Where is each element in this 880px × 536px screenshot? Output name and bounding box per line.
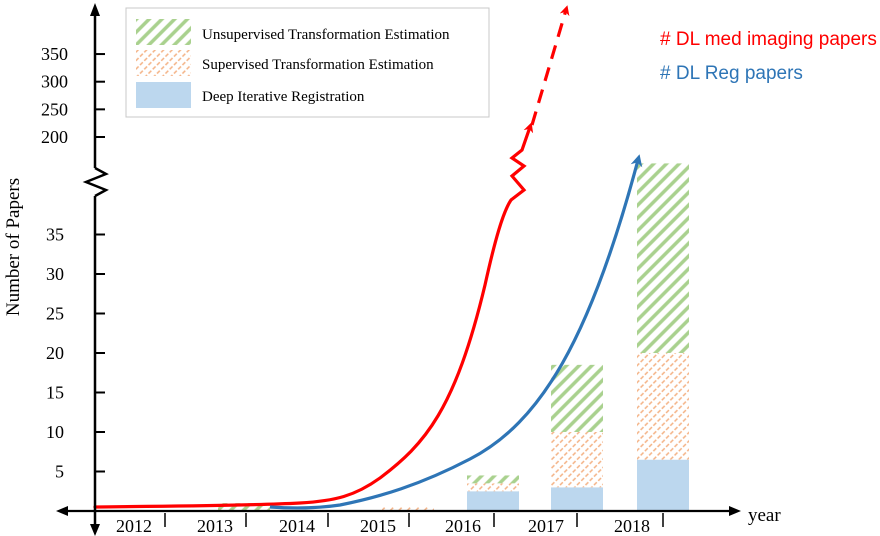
y-tick-label-350: 350 — [41, 44, 68, 64]
bar-supervised-transformation-estimation-2016 — [467, 483, 519, 492]
annotations-group: # DL med imaging papers # DL Reg papers — [660, 29, 877, 84]
x-axis-arrow-left — [56, 506, 68, 516]
dl-med-imaging-line — [93, 198, 513, 509]
bar-unsupervised-transformation-estimation-2016 — [467, 475, 519, 484]
x-tick-label-2016: 2016 — [445, 516, 481, 536]
x-tick-label-2014: 2014 — [279, 516, 315, 536]
x-axis-title: year — [748, 505, 781, 526]
x-axis-arrow-right — [729, 506, 741, 516]
legend-label-unsupervised-transformation-estimation: Unsupervised Transformation Estimation — [202, 27, 450, 43]
y-tick-label-15: 15 — [46, 383, 64, 403]
y-tick-label-25: 25 — [46, 304, 64, 324]
bar-deep-iterative-registration-2017 — [551, 487, 603, 511]
y-axis-title: Number of Papers — [3, 178, 24, 316]
y-tick-label-5: 5 — [55, 462, 64, 482]
bar-supervised-transformation-estimation-2017 — [551, 432, 603, 488]
bar-unsupervised-transformation-estimation-2018 — [637, 163, 689, 353]
dl-reg-papers-line — [269, 154, 643, 510]
bar-supervised-transformation-estimation-2018 — [637, 353, 689, 460]
y-axis-arrow-up — [90, 3, 100, 16]
dl-med-imaging-line-break — [509, 122, 534, 202]
x-tick-label-2018: 2018 — [614, 516, 650, 536]
legend-swatch-deep-iterative-registration — [136, 82, 191, 108]
bar-deep-iterative-registration-2018 — [637, 459, 689, 511]
y-tick-label-20: 20 — [46, 343, 64, 363]
bars-group — [218, 163, 689, 511]
x-tick-label-2012: 2012 — [116, 516, 152, 536]
legend-swatch-unsupervised-transformation-estimation — [136, 19, 191, 45]
legend: Unsupervised Transformation Estimation Su… — [125, 7, 490, 118]
x-tick-label-2015: 2015 — [360, 516, 396, 536]
x-tick-label-2013: 2013 — [197, 516, 233, 536]
legend-label-supervised-transformation-estimation: Supervised Transformation Estimation — [202, 57, 434, 73]
y-axis-break — [82, 166, 109, 198]
trend-lines-group — [93, 5, 643, 510]
y-tick-label-200: 200 — [41, 127, 68, 147]
legend-label-deep-iterative-registration: Deep Iterative Registration — [202, 89, 365, 105]
bar-deep-iterative-registration-2016 — [467, 491, 519, 511]
y-tick-label-300: 300 — [41, 72, 68, 92]
bar-unsupervised-transformation-estimation-2017 — [551, 364, 603, 432]
axes-group: 5 10 15 20 25 30 35 200 250 300 350 2012 2013 2014 201… — [3, 3, 781, 536]
dl-med-imaging-label: # DL med imaging papers — [660, 29, 877, 50]
bar-unsupervised-transformation-estimation-2013 — [218, 503, 270, 511]
dl-reg-papers-label: # DL Reg papers — [660, 63, 803, 84]
y-axis-arrow-down — [90, 524, 100, 536]
bar-supervised-transformation-estimation-2015 — [382, 507, 434, 511]
y-tick-label-35: 35 — [46, 225, 64, 245]
legend-swatch-supervised-transformation-estimation — [136, 50, 191, 76]
dl-med-imaging-line-extension — [530, 5, 570, 126]
y-tick-label-30: 30 — [46, 264, 64, 284]
x-tick-label-2017: 2017 — [528, 516, 564, 536]
y-tick-label-10: 10 — [46, 422, 64, 442]
y-tick-label-250: 250 — [41, 99, 68, 119]
